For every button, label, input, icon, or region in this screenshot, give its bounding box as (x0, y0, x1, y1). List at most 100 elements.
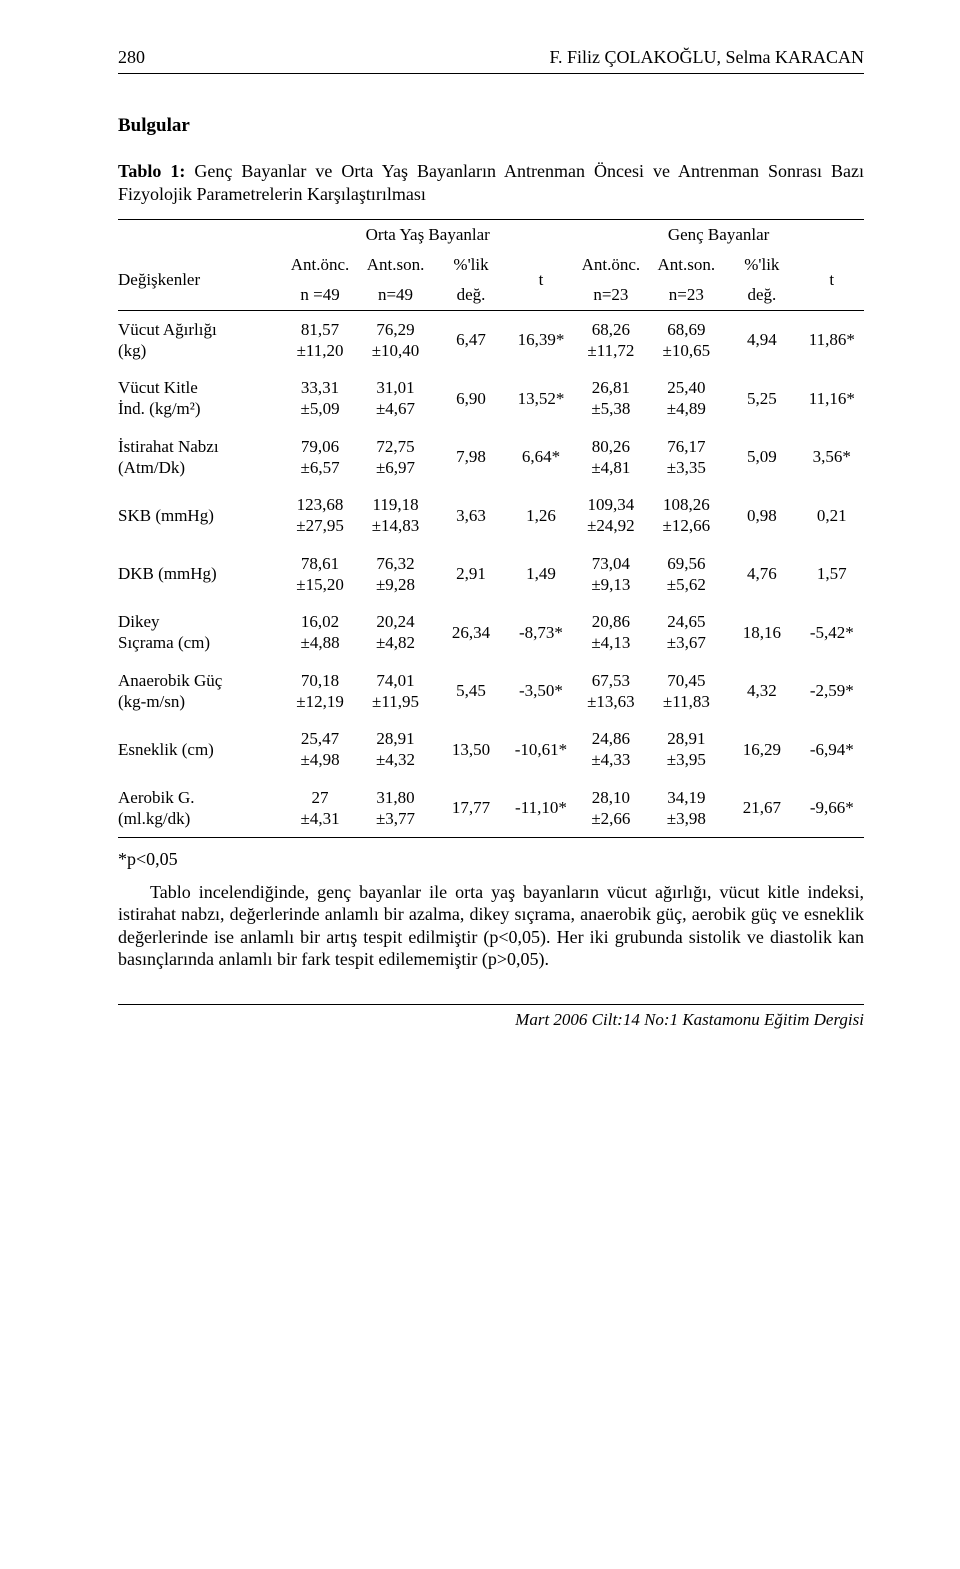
table-cell: 76,17±3,35 (649, 428, 724, 487)
table-cell: -10,61* (509, 720, 573, 779)
table-cell: 70,18±12,19 (282, 662, 357, 721)
table-cell: 25,47±4,98 (282, 720, 357, 779)
author-names: F. Filiz ÇOLAKOĞLU, Selma KARACAN (549, 46, 864, 69)
col-header: Ant.son. (358, 250, 433, 280)
table-row: İstirahat Nabzı(Atm/Dk)79,06±6,5772,75±6… (118, 428, 864, 487)
table-cell: 3,63 (433, 486, 508, 545)
table-cell: 4,32 (724, 662, 799, 721)
table-cell: 79,06±6,57 (282, 428, 357, 487)
table-cell: 6,64* (509, 428, 573, 487)
table-cell: İstirahat Nabzı(Atm/Dk) (118, 428, 282, 487)
col-header: Ant.önc. (282, 250, 357, 280)
table-cell: 1,26 (509, 486, 573, 545)
table-cell: Aerobik G.(ml.kg/dk) (118, 779, 282, 838)
table-cell: 5,45 (433, 662, 508, 721)
col-header: t (800, 250, 864, 310)
table-cell: DKB (mmHg) (118, 545, 282, 604)
table-cell: 80,26±4,81 (573, 428, 648, 487)
table-cell: 81,57±11,20 (282, 310, 357, 369)
table-cell: -6,94* (800, 720, 864, 779)
table-cell: 73,04±9,13 (573, 545, 648, 604)
table-cell: Vücut Ağırlığı(kg) (118, 310, 282, 369)
col-subheader: n=23 (573, 280, 648, 310)
table-cell: 68,69±10,65 (649, 310, 724, 369)
table-cell: 2,91 (433, 545, 508, 604)
table-cell: DikeySıçrama (cm) (118, 603, 282, 662)
table-cell: 33,31±5,09 (282, 369, 357, 428)
table-cell: 11,16* (800, 369, 864, 428)
table-cell: 31,80±3,77 (358, 779, 433, 838)
table-cell: 6,90 (433, 369, 508, 428)
col-header: %'lik (724, 250, 799, 280)
significance-note: *p<0,05 (118, 848, 864, 871)
table-cell: 5,09 (724, 428, 799, 487)
table-cell: 20,24±4,82 (358, 603, 433, 662)
table-cell: 28,10±2,66 (573, 779, 648, 838)
table-cell: 18,16 (724, 603, 799, 662)
footer-divider (118, 1004, 864, 1005)
table-cell: 76,29±10,40 (358, 310, 433, 369)
table-cell: 16,39* (509, 310, 573, 369)
table-row: DikeySıçrama (cm)16,02±4,8820,24±4,8226,… (118, 603, 864, 662)
table-cell: 31,01±4,67 (358, 369, 433, 428)
col-subheader: değ. (433, 280, 508, 310)
group2-title: Genç Bayanlar (573, 220, 864, 250)
table-cell: -2,59* (800, 662, 864, 721)
table-cell: -11,10* (509, 779, 573, 838)
table-cell: 119,18±14,83 (358, 486, 433, 545)
section-heading: Bulgular (118, 114, 864, 138)
header-divider (118, 73, 864, 74)
table-cell: 4,94 (724, 310, 799, 369)
table-row: Vücut Ağırlığı(kg)81,57±11,2076,29±10,40… (118, 310, 864, 369)
table-cell: -3,50* (509, 662, 573, 721)
body-paragraph: Tablo incelendiğinde, genç bayanlar ile … (118, 881, 864, 970)
table-cell: 67,53±13,63 (573, 662, 648, 721)
table-cell: 27±4,31 (282, 779, 357, 838)
journal-footer: Mart 2006 Cilt:14 No:1 Kastamonu Eğitim … (118, 1009, 864, 1031)
table-cell: 109,34±24,92 (573, 486, 648, 545)
variables-header: Değişkenler (118, 250, 282, 310)
table-cell: 5,25 (724, 369, 799, 428)
table-cell: 69,56±5,62 (649, 545, 724, 604)
table-cell: 76,32±9,28 (358, 545, 433, 604)
table-cell: 68,26±11,72 (573, 310, 648, 369)
table-caption-label: Tablo 1: (118, 161, 185, 181)
col-header: t (509, 250, 573, 310)
table-cell: 123,68±27,95 (282, 486, 357, 545)
table-cell: 24,86±4,33 (573, 720, 648, 779)
table-cell: 13,50 (433, 720, 508, 779)
table-cell: 1,49 (509, 545, 573, 604)
table-row: Esneklik (cm)25,47±4,9828,91±4,3213,50-1… (118, 720, 864, 779)
table-cell: 11,86* (800, 310, 864, 369)
table-caption: Tablo 1: Genç Bayanlar ve Orta Yaş Bayan… (118, 160, 864, 205)
table-cell: 0,98 (724, 486, 799, 545)
table-cell: 24,65±3,67 (649, 603, 724, 662)
table-cell: Anaerobik Güç(kg-m/sn) (118, 662, 282, 721)
table-caption-text: Genç Bayanlar ve Orta Yaş Bayanların Ant… (118, 161, 864, 204)
col-subheader: değ. (724, 280, 799, 310)
table-cell: -8,73* (509, 603, 573, 662)
table-cell: 34,19±3,98 (649, 779, 724, 838)
table-cell: 17,77 (433, 779, 508, 838)
table-cell: 26,34 (433, 603, 508, 662)
table-cell: Esneklik (cm) (118, 720, 282, 779)
col-subheader: n=49 (358, 280, 433, 310)
table-cell: 108,26±12,66 (649, 486, 724, 545)
table-cell: 21,67 (724, 779, 799, 838)
col-header: Ant.son. (649, 250, 724, 280)
table-cell: 6,47 (433, 310, 508, 369)
table-cell: 25,40±4,89 (649, 369, 724, 428)
table-cell: -9,66* (800, 779, 864, 838)
table-cell: 28,91±3,95 (649, 720, 724, 779)
col-subheader: n =49 (282, 280, 357, 310)
table-cell: 16,02±4,88 (282, 603, 357, 662)
table-cell: 3,56* (800, 428, 864, 487)
table-cell: 20,86±4,13 (573, 603, 648, 662)
table-cell: 74,01±11,95 (358, 662, 433, 721)
table-cell: 28,91±4,32 (358, 720, 433, 779)
table-cell: 1,57 (800, 545, 864, 604)
table-cell: 72,75±6,97 (358, 428, 433, 487)
page-number: 280 (118, 46, 145, 69)
table-cell: -5,42* (800, 603, 864, 662)
table-row: DKB (mmHg)78,61±15,2076,32±9,282,911,497… (118, 545, 864, 604)
